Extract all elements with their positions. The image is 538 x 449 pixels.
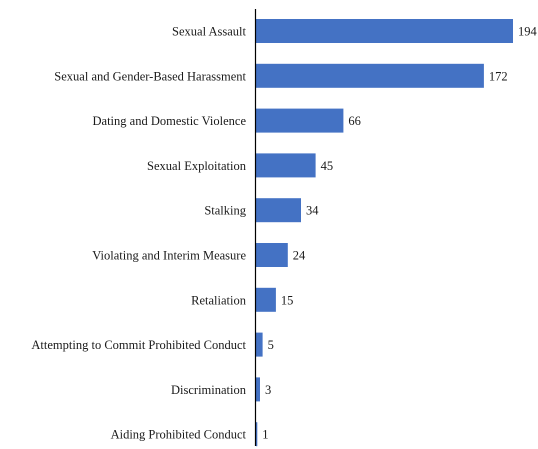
bar	[256, 153, 316, 178]
data-label: 5	[268, 338, 274, 352]
data-label: 172	[489, 69, 508, 83]
category-label: Stalking	[204, 204, 246, 218]
data-labels: 194 172 66 45 34 24 15 5 3 1	[262, 25, 537, 442]
data-label: 1	[262, 428, 268, 442]
category-label: Sexual Exploitation	[147, 159, 247, 173]
bars-layer	[256, 19, 513, 447]
bar	[256, 287, 276, 312]
data-label: 45	[321, 159, 334, 173]
data-label: 3	[265, 383, 271, 397]
category-label: Attempting to Commit Prohibited Conduct	[31, 338, 246, 352]
category-label: Dating and Domestic Violence	[93, 114, 247, 128]
data-label: 194	[518, 25, 538, 39]
category-label: Discrimination	[171, 383, 247, 397]
category-label: Aiding Prohibited Conduct	[111, 428, 247, 442]
bar	[256, 19, 513, 43]
category-label: Violating and Interim Measure	[92, 249, 246, 263]
category-label: Retaliation	[191, 293, 247, 307]
category-label: Sexual and Gender-Based Harassment	[54, 69, 246, 83]
data-label: 24	[293, 249, 306, 263]
data-label: 66	[348, 114, 361, 128]
bar	[256, 108, 344, 133]
category-labels: Sexual Assault Sexual and Gender-Based Ha…	[31, 25, 246, 442]
data-label: 34	[306, 204, 319, 218]
bar	[256, 377, 260, 402]
bar	[256, 198, 301, 223]
bar	[256, 243, 288, 267]
bar	[256, 63, 484, 88]
data-label: 15	[281, 293, 294, 307]
bar	[256, 332, 263, 357]
bar	[256, 422, 258, 447]
category-label: Sexual Assault	[172, 25, 246, 39]
